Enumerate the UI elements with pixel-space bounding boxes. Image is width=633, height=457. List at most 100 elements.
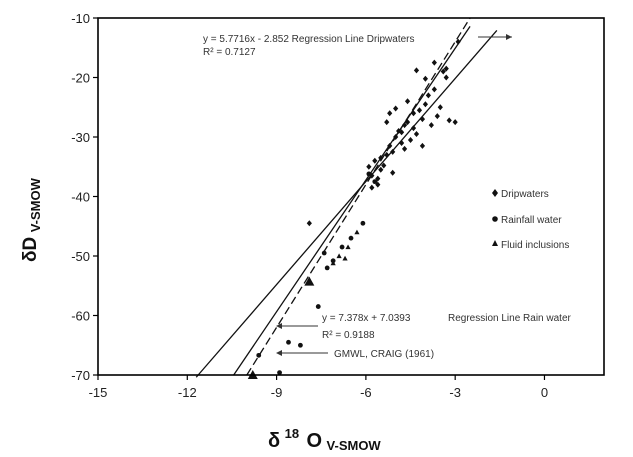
point-dripwaters-37 xyxy=(369,184,375,191)
point-dripwaters-13 xyxy=(404,119,411,126)
point-dripwaters-35 xyxy=(404,98,411,105)
point-dripwaters-5 xyxy=(381,162,387,169)
point-dripwaters-17 xyxy=(416,107,423,114)
point-rainfall-water-4 xyxy=(286,339,291,345)
x-tick-label: -12 xyxy=(178,385,197,400)
point-dripwaters-24 xyxy=(437,104,443,111)
y-tick-label: -60 xyxy=(71,309,90,324)
point-dripwaters-21 xyxy=(428,122,434,129)
annotation-rain-label: Regression Line Rain water xyxy=(448,313,572,324)
point-dripwaters-40 xyxy=(431,59,437,66)
point-dripwaters-9 xyxy=(393,134,399,140)
point-dripwaters-7 xyxy=(387,142,393,149)
line-regression_dripwaters xyxy=(195,29,498,378)
x-tick-label: 0 xyxy=(541,385,548,400)
point-dripwaters-18 xyxy=(419,116,426,123)
legend-marker-fluid-inclusions xyxy=(492,240,498,246)
point-rainfall-water-2 xyxy=(277,370,282,376)
arrow-gmwl-head xyxy=(276,350,282,356)
point-fluid-inclusions-3 xyxy=(336,253,342,259)
point-dripwaters-4 xyxy=(378,166,384,173)
legend-marker-dripwaters xyxy=(492,189,498,197)
legend-label-rainfall: Rainfall water xyxy=(501,215,562,226)
arrow-rain-head xyxy=(276,323,282,329)
point-dripwaters-22 xyxy=(431,86,437,93)
point-dripwaters-28 xyxy=(452,119,458,126)
point-fluid-inclusions-4 xyxy=(345,244,351,250)
y-axis-title-main: δD xyxy=(20,237,41,262)
point-dripwaters-19 xyxy=(422,101,429,108)
point-dripwaters-2 xyxy=(372,157,378,164)
point-dripwaters-14 xyxy=(407,136,414,143)
x-axis-title-delta: δ xyxy=(268,430,280,452)
point-dripwaters-23 xyxy=(434,113,440,120)
points-layer xyxy=(247,38,461,379)
point-dripwaters-38 xyxy=(378,154,384,161)
point-dripwaters-43 xyxy=(399,129,405,136)
point-dripwaters-29 xyxy=(455,38,461,45)
point-fluid-inclusions-0 xyxy=(304,276,315,286)
y-tick-label: -50 xyxy=(71,249,90,264)
legend-marker-rainfall xyxy=(492,216,498,222)
point-rainfall-water-3 xyxy=(256,352,262,358)
annotation-rain-equation: y = 7.378x + 7.0393 xyxy=(322,313,411,324)
point-dripwaters-16 xyxy=(413,131,420,138)
y-axis-title: δD V-SMOW xyxy=(20,177,43,262)
legend: Dripwaters Rainfall water Fluid inclusio… xyxy=(492,189,569,251)
point-dripwaters-15 xyxy=(410,110,417,117)
y-tick-label: -30 xyxy=(71,130,90,145)
x-tick-label: -6 xyxy=(360,385,372,400)
point-rainfall-water-9 xyxy=(360,220,366,226)
line-gmwl xyxy=(246,17,471,376)
line-regression_rain xyxy=(232,25,471,376)
x-axis-title-element: O xyxy=(307,430,323,452)
point-dripwaters-25 xyxy=(440,68,446,75)
point-rainfall-water-11 xyxy=(372,179,378,185)
legend-label-dripwaters: Dripwaters xyxy=(501,189,549,200)
point-dripwaters-8 xyxy=(390,148,396,155)
lines-layer xyxy=(195,17,498,378)
point-dripwaters-36 xyxy=(375,181,381,188)
point-fluid-inclusions-5 xyxy=(354,229,360,235)
x-tick-label: -3 xyxy=(449,385,461,400)
x-tick-label: -15 xyxy=(89,385,108,400)
point-rainfall-water-7 xyxy=(339,244,345,250)
x-axis-title-superscript: 18 xyxy=(285,426,299,441)
point-dripwaters-39 xyxy=(410,125,417,132)
point-fluid-inclusions-2 xyxy=(330,260,336,266)
point-dripwaters-26 xyxy=(443,74,449,81)
point-dripwaters-11 xyxy=(399,139,405,146)
point-dripwaters-6 xyxy=(384,151,390,158)
point-rainfall-water-5 xyxy=(321,250,327,256)
annotation-rain-r2: R² = 0.9188 xyxy=(322,330,375,341)
point-dripwaters-27 xyxy=(446,117,452,124)
point-rainfall-water-10 xyxy=(366,171,372,177)
point-dripwaters-12 xyxy=(401,122,408,129)
arrow-dripwaters-head xyxy=(506,34,512,40)
annotation-gmwl: GMWL, CRAIG (1961) xyxy=(334,349,434,360)
point-dripwaters-41 xyxy=(443,65,449,72)
point-dripwaters-30 xyxy=(413,67,420,74)
point-dripwaters-3 xyxy=(375,175,381,182)
point-dripwaters-45 xyxy=(390,169,396,176)
x-tick-label: -9 xyxy=(271,385,283,400)
point-rainfall-water-8 xyxy=(348,235,354,241)
y-tick-label: -20 xyxy=(71,71,90,86)
y-tick-label: -40 xyxy=(71,190,90,205)
y-axis-title-subscript: V-SMOW xyxy=(28,177,43,232)
ticks-layer: -15 -12 -9 -6 -3 0-10-20-30-40-50-60-70 xyxy=(71,11,548,400)
x-axis-title: δ 18 O V-SMOW xyxy=(268,425,381,453)
legend-label-fluid-inclusions: Fluid inclusions xyxy=(501,240,569,251)
point-dripwaters-1 xyxy=(369,172,375,179)
y-tick-label: -70 xyxy=(71,368,90,383)
point-rainfall-water-12 xyxy=(324,265,330,271)
y-tick-label: -10 xyxy=(71,11,90,26)
point-rainfall-water-1 xyxy=(298,342,303,348)
point-dripwaters-42 xyxy=(384,119,390,126)
x-axis-title-subscript: V-SMOW xyxy=(327,438,382,453)
point-dripwaters-20 xyxy=(425,92,431,99)
point-dripwaters-46 xyxy=(306,220,312,227)
annotation-dripwaters-equation: y = 5.7716x - 2.852 Regression Line Drip… xyxy=(203,34,415,45)
